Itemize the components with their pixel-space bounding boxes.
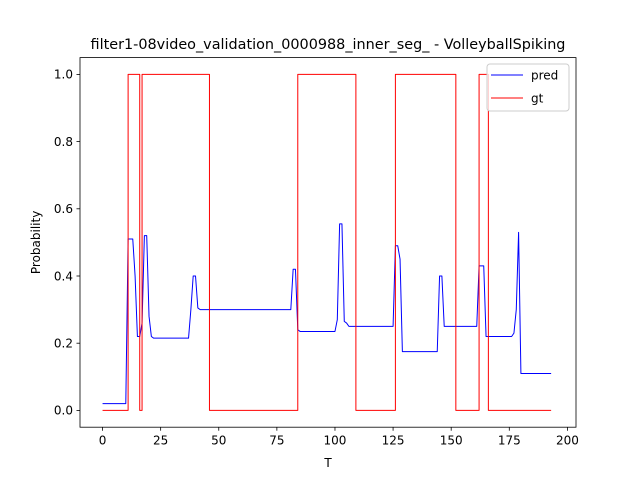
x-tick-label: 50	[211, 434, 226, 448]
x-tick-label: 75	[269, 434, 284, 448]
x-tick-label: 150	[440, 434, 463, 448]
y-axis-ticks: 0.0 0.2 0.4 0.6 0.8 1.0	[54, 68, 80, 418]
x-axis-ticks: 0 25 50 75 100 125 150 175 200	[99, 427, 579, 448]
series-layer	[102, 73, 552, 411]
x-axis-label: T	[323, 456, 332, 470]
y-tick-label: 1.0	[54, 68, 73, 82]
x-tick-label: 125	[382, 434, 405, 448]
legend: pred gt	[486, 63, 570, 112]
legend-pred-label: pred	[531, 69, 558, 83]
y-tick-label: 0.8	[54, 135, 73, 149]
y-tick-label: 0.0	[54, 404, 73, 418]
y-tick-label: 0.6	[54, 202, 73, 216]
y-tick-label: 0.2	[54, 337, 73, 351]
x-tick-label: 25	[153, 434, 168, 448]
y-tick-label: 0.4	[54, 269, 73, 283]
plot-area	[80, 57, 576, 428]
y-axis-label: Probability	[29, 211, 43, 274]
series-line-pred	[102, 223, 552, 405]
series-line-gt	[102, 73, 552, 411]
plot-frame	[79, 57, 577, 428]
chart-title: filter1-08video_validation_0000988_inner…	[91, 37, 566, 53]
x-tick-label: 175	[498, 434, 521, 448]
legend-box	[486, 63, 570, 112]
x-tick-label: 100	[324, 434, 347, 448]
legend-gt-label: gt	[531, 92, 544, 106]
x-tick-label: 0	[99, 434, 107, 448]
x-tick-label: 200	[556, 434, 579, 448]
